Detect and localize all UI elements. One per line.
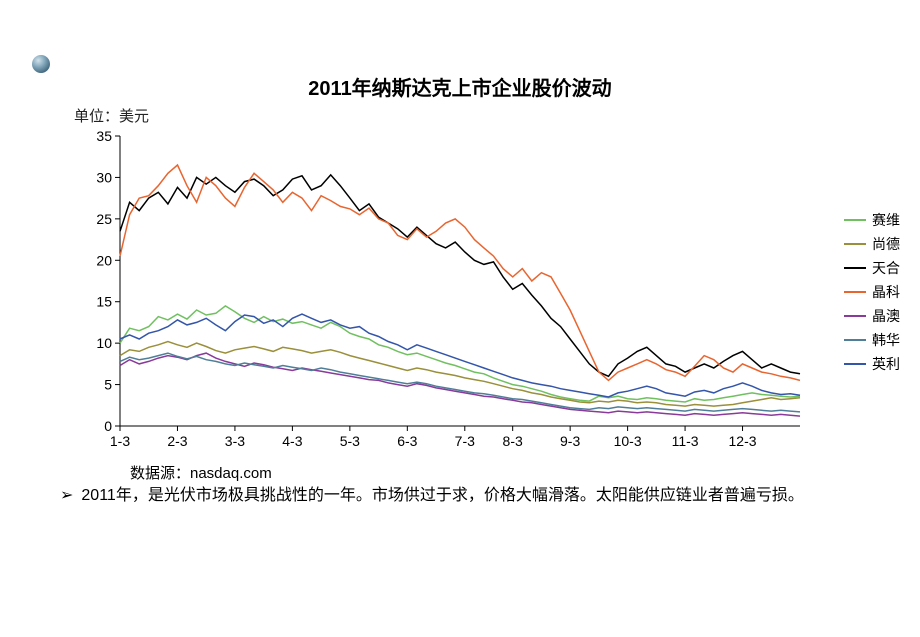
chart-container: 0 5 10 15 20 25 30 35 1-3 2-3 3-3 4-3 5-3 6-3 7-3 8-3 9-…	[80, 126, 900, 456]
legend-swatch	[844, 243, 866, 245]
legend-label: 英利	[872, 354, 900, 374]
legend-swatch	[844, 219, 866, 221]
svg-text:10-3: 10-3	[614, 433, 642, 449]
legend-label: 赛维	[872, 210, 900, 230]
svg-text:15: 15	[96, 294, 112, 310]
svg-text:5: 5	[104, 377, 112, 393]
svg-text:3-3: 3-3	[225, 433, 245, 449]
legend-swatch	[844, 339, 866, 341]
legend-label: 晶澳	[872, 306, 900, 326]
chart-title: 2011年纳斯达克上市企业股价波动	[20, 72, 900, 101]
legend: 赛维尚德天合晶科晶澳韩华英利	[844, 206, 900, 378]
legend-swatch	[844, 267, 866, 269]
legend-label: 韩华	[872, 330, 900, 350]
svg-text:35: 35	[96, 128, 112, 144]
legend-item: 赛维	[844, 210, 900, 230]
svg-text:5-3: 5-3	[340, 433, 360, 449]
source-label: 数据源：nasdaq.com	[130, 462, 900, 483]
legend-item: 英利	[844, 354, 900, 374]
svg-text:10: 10	[96, 335, 112, 351]
legend-label: 尚德	[872, 234, 900, 254]
note-row: ➢ 2011年，是光伏市场极具挑战性的一年。市场供过于求，价格大幅滑落。太阳能供…	[60, 485, 900, 507]
legend-item: 韩华	[844, 330, 900, 350]
svg-text:7-3: 7-3	[455, 433, 475, 449]
legend-swatch	[844, 291, 866, 293]
line-chart: 0 5 10 15 20 25 30 35 1-3 2-3 3-3 4-3 5-3 6-3 7-3 8-3 9-…	[80, 126, 900, 456]
svg-text:8-3: 8-3	[503, 433, 523, 449]
legend-item: 晶澳	[844, 306, 900, 326]
svg-text:0: 0	[104, 418, 112, 434]
note-text: 2011年，是光伏市场极具挑战性的一年。市场供过于求，价格大幅滑落。太阳能供应链…	[81, 485, 900, 507]
legend-swatch	[844, 315, 866, 317]
svg-text:25: 25	[96, 211, 112, 227]
svg-text:2-3: 2-3	[167, 433, 187, 449]
svg-text:1-3: 1-3	[110, 433, 130, 449]
unit-label: 单位：美元	[74, 105, 900, 126]
legend-item: 晶科	[844, 282, 900, 302]
legend-label: 晶科	[872, 282, 900, 302]
legend-swatch	[844, 363, 866, 365]
legend-item: 天合	[844, 258, 900, 278]
arrow-icon: ➢	[60, 485, 73, 507]
legend-item: 尚德	[844, 234, 900, 254]
svg-text:30: 30	[96, 169, 112, 185]
svg-text:9-3: 9-3	[560, 433, 580, 449]
svg-text:12-3: 12-3	[729, 433, 757, 449]
slide-bullet-icon	[32, 55, 50, 73]
svg-text:20: 20	[96, 252, 112, 268]
svg-text:6-3: 6-3	[397, 433, 417, 449]
svg-text:4-3: 4-3	[282, 433, 302, 449]
legend-label: 天合	[872, 258, 900, 278]
svg-text:11-3: 11-3	[672, 433, 699, 449]
